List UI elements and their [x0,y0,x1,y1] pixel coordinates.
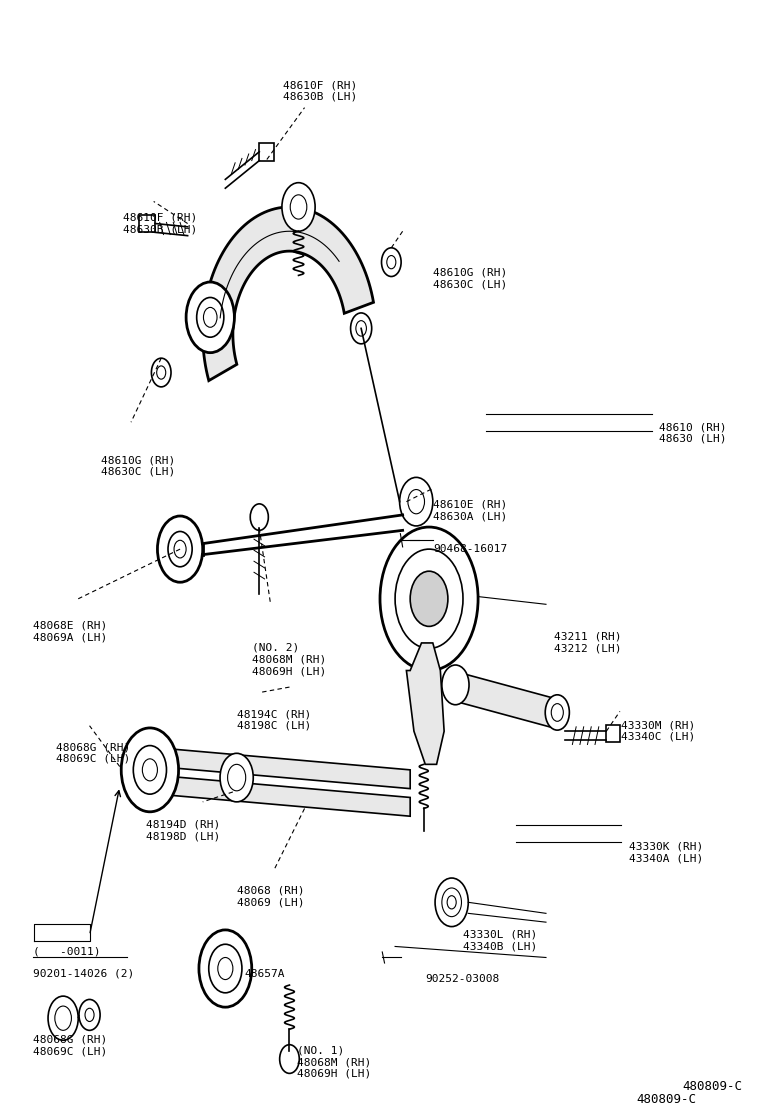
Circle shape [133,745,166,794]
Text: 48068 (RH)
48069 (LH): 48068 (RH) 48069 (LH) [236,886,304,907]
Circle shape [380,527,478,671]
Circle shape [209,944,242,993]
Text: 48068G (RH)
48069C (LH): 48068G (RH) 48069C (LH) [55,743,130,764]
Text: 90252-03008: 90252-03008 [426,974,499,984]
Text: 48610 (RH)
48630 (LH): 48610 (RH) 48630 (LH) [659,423,727,444]
Text: 90468-16017: 90468-16017 [432,544,507,554]
Text: 48657A: 48657A [244,969,285,979]
Polygon shape [407,643,444,764]
Circle shape [55,1006,71,1031]
Circle shape [186,282,234,353]
Text: 43330M (RH)
43340C (LH): 43330M (RH) 43340C (LH) [622,721,695,742]
Circle shape [48,996,78,1040]
Text: 43211 (RH)
43212 (LH): 43211 (RH) 43212 (LH) [553,632,621,654]
Circle shape [122,728,179,812]
Circle shape [545,695,569,731]
Circle shape [227,764,245,791]
Text: 480809-C: 480809-C [682,1080,742,1093]
Circle shape [79,1000,100,1031]
Circle shape [157,516,203,583]
Text: 48610F (RH)
48630B (LH): 48610F (RH) 48630B (LH) [283,80,356,101]
Text: 48610G (RH)
48630C (LH): 48610G (RH) 48630C (LH) [432,268,507,289]
Text: 48610E (RH)
48630A (LH): 48610E (RH) 48630A (LH) [432,499,507,522]
Text: (   -0011): ( -0011) [33,946,100,956]
Text: 43330K (RH)
43340A (LH): 43330K (RH) 43340A (LH) [629,842,703,863]
Polygon shape [451,671,553,728]
Text: (NO. 2)
48068M (RH)
48069H (LH): (NO. 2) 48068M (RH) 48069H (LH) [252,643,326,676]
Circle shape [204,307,217,327]
PathPatch shape [203,207,373,380]
Circle shape [400,477,432,526]
Text: 48610F (RH)
48630B (LH): 48610F (RH) 48630B (LH) [123,212,198,235]
Text: 48068E (RH)
48069A (LH): 48068E (RH) 48069A (LH) [33,620,107,643]
Circle shape [151,358,171,387]
Text: 43330L (RH)
43340B (LH): 43330L (RH) 43340B (LH) [463,930,537,952]
Circle shape [395,549,463,648]
Circle shape [442,888,461,916]
Circle shape [199,930,252,1007]
Circle shape [220,753,253,802]
Text: 48068G (RH)
48069C (LH): 48068G (RH) 48069C (LH) [33,1035,107,1056]
Polygon shape [157,747,410,788]
Circle shape [435,878,468,926]
Text: (NO. 1)
48068M (RH)
48069H (LH): (NO. 1) 48068M (RH) 48069H (LH) [297,1045,372,1079]
Text: 480809-C: 480809-C [637,1093,697,1106]
Circle shape [356,320,366,336]
Circle shape [142,758,157,781]
Circle shape [280,1044,299,1073]
Text: 90201-14026 (2): 90201-14026 (2) [33,969,135,979]
Text: 48194D (RH)
48198D (LH): 48194D (RH) 48198D (LH) [146,820,220,841]
Circle shape [197,298,224,337]
Circle shape [290,195,307,219]
Text: 48610G (RH)
48630C (LH): 48610G (RH) 48630C (LH) [101,455,175,477]
Circle shape [282,182,315,231]
Circle shape [442,665,469,705]
Polygon shape [157,775,410,816]
Circle shape [168,532,192,567]
Circle shape [218,957,233,980]
Circle shape [410,572,448,626]
Bar [259,143,274,160]
Circle shape [382,248,401,277]
Text: 48194C (RH)
48198C (LH): 48194C (RH) 48198C (LH) [236,709,311,731]
Circle shape [174,540,186,558]
Bar [606,725,620,743]
Circle shape [250,504,268,530]
Bar [138,215,155,232]
Circle shape [350,312,372,344]
